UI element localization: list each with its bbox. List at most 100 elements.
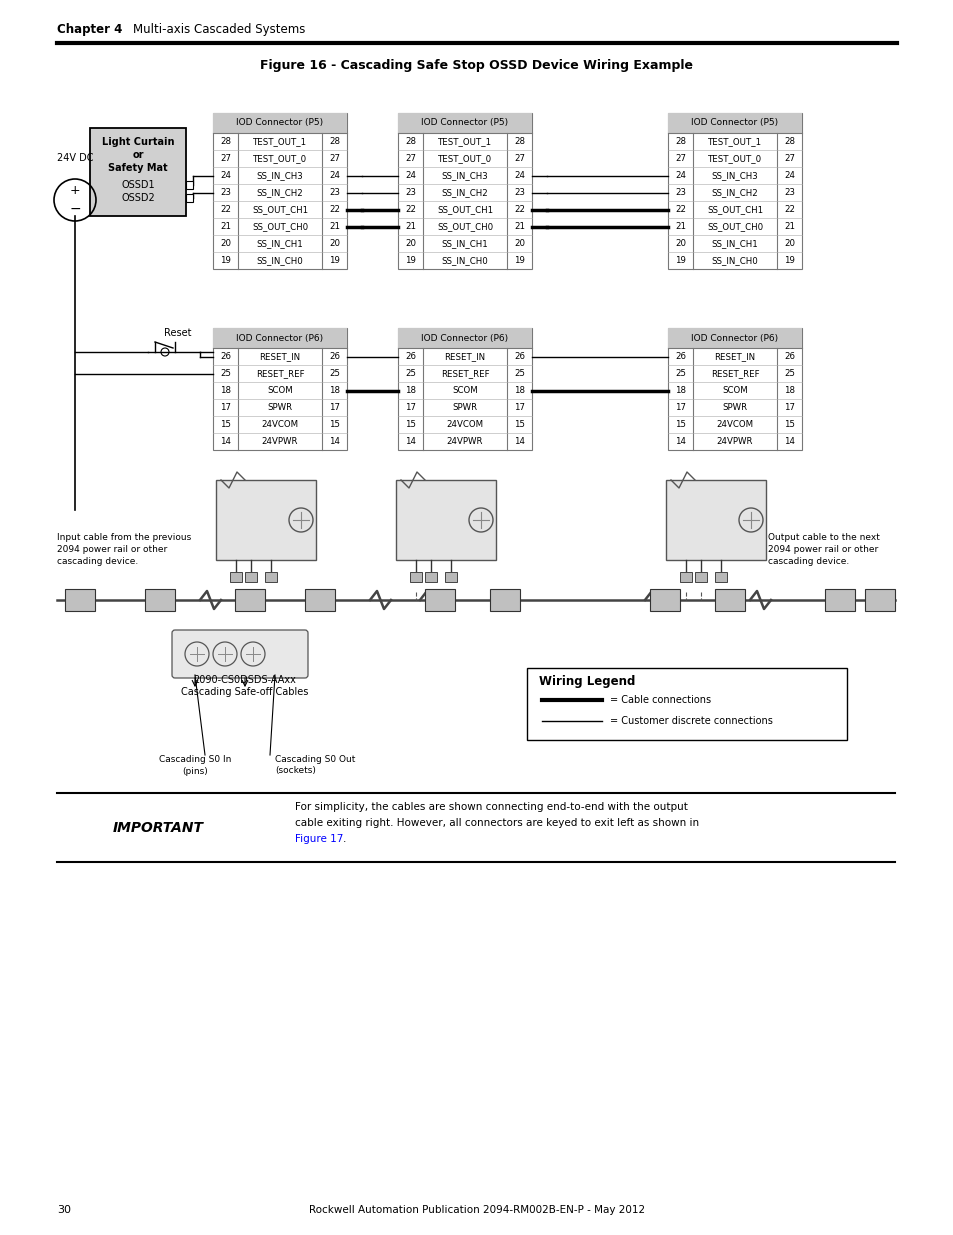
Text: 21: 21 (514, 222, 524, 231)
Text: SS_IN_CH2: SS_IN_CH2 (441, 188, 488, 198)
Bar (213, 112, 347, 133)
Text: SCOM: SCOM (267, 387, 293, 395)
Text: SCOM: SCOM (452, 387, 477, 395)
Text: 21: 21 (220, 222, 231, 231)
Text: 24: 24 (675, 170, 685, 180)
Text: SCOM: SCOM (721, 387, 747, 395)
Text: 15: 15 (329, 420, 339, 429)
Text: Output cable to the next: Output cable to the next (767, 532, 879, 541)
Text: SPWR: SPWR (267, 403, 293, 412)
Text: SPWR: SPWR (452, 403, 477, 412)
Text: RESET_REF: RESET_REF (255, 369, 304, 378)
Text: 24VPWR: 24VPWR (716, 437, 753, 446)
Bar (695, 572, 706, 582)
Text: 25: 25 (514, 369, 524, 378)
Bar (213, 329, 347, 348)
Text: 26: 26 (783, 352, 794, 361)
Text: IOD Connector (P5): IOD Connector (P5) (691, 119, 778, 127)
Text: 20: 20 (220, 240, 231, 248)
Text: 23: 23 (329, 188, 339, 198)
Text: 25: 25 (783, 369, 794, 378)
Bar (667, 329, 801, 450)
Text: 27: 27 (220, 154, 231, 163)
Text: RESET_IN: RESET_IN (444, 352, 485, 361)
Bar (213, 329, 347, 450)
Text: 28: 28 (675, 137, 685, 146)
Text: TEST_OUT_0: TEST_OUT_0 (707, 154, 761, 163)
Text: SS_IN_CH2: SS_IN_CH2 (256, 188, 303, 198)
Text: IOD Connector (P5): IOD Connector (P5) (236, 119, 323, 127)
Text: cascading device.: cascading device. (57, 557, 138, 566)
Text: SS_IN_CH1: SS_IN_CH1 (441, 240, 488, 248)
Text: 21: 21 (405, 222, 416, 231)
Text: For simplicity, the cables are shown connecting end-to-end with the output: For simplicity, the cables are shown con… (294, 802, 687, 811)
Text: 22: 22 (220, 205, 231, 214)
Text: RESET_REF: RESET_REF (710, 369, 759, 378)
Text: 22: 22 (405, 205, 416, 214)
Text: 24VPWR: 24VPWR (261, 437, 298, 446)
Text: 21: 21 (329, 222, 339, 231)
Text: RESET_REF: RESET_REF (440, 369, 489, 378)
Text: 28: 28 (405, 137, 416, 146)
Text: 21: 21 (675, 222, 685, 231)
Text: 28: 28 (329, 137, 339, 146)
Text: 17: 17 (405, 403, 416, 412)
FancyBboxPatch shape (864, 589, 894, 611)
Text: 15: 15 (675, 420, 685, 429)
Text: 17: 17 (329, 403, 339, 412)
Text: Rockwell Automation Publication 2094-RM002B-EN-P - May 2012: Rockwell Automation Publication 2094-RM0… (309, 1205, 644, 1215)
Text: OSSD2: OSSD2 (121, 193, 154, 203)
Text: 25: 25 (675, 369, 685, 378)
Text: SS_IN_CH0: SS_IN_CH0 (711, 256, 758, 266)
Text: 26: 26 (405, 352, 416, 361)
Text: 27: 27 (675, 154, 685, 163)
Text: SS_IN_CH3: SS_IN_CH3 (256, 170, 303, 180)
Text: 24VCOM: 24VCOM (716, 420, 753, 429)
Text: SS_OUT_CH0: SS_OUT_CH0 (706, 222, 762, 231)
Text: 14: 14 (675, 437, 685, 446)
Text: TEST_OUT_0: TEST_OUT_0 (253, 154, 307, 163)
Text: 27: 27 (514, 154, 524, 163)
Text: 24: 24 (514, 170, 524, 180)
Bar (667, 112, 801, 133)
Text: 19: 19 (329, 256, 339, 266)
Text: 24VCOM: 24VCOM (446, 420, 483, 429)
Text: SS_OUT_CH1: SS_OUT_CH1 (252, 205, 308, 214)
Text: or: or (132, 149, 144, 161)
Text: Chapter 4: Chapter 4 (57, 23, 122, 37)
Text: 24VPWR: 24VPWR (446, 437, 483, 446)
Text: SPWR: SPWR (721, 403, 747, 412)
Text: 20: 20 (675, 240, 685, 248)
Text: 21: 21 (783, 222, 794, 231)
Text: cascading device.: cascading device. (767, 557, 848, 566)
Text: 15: 15 (220, 420, 231, 429)
Text: 19: 19 (405, 256, 416, 266)
Text: SS_IN_CH0: SS_IN_CH0 (441, 256, 488, 266)
Text: 27: 27 (329, 154, 339, 163)
Text: 15: 15 (405, 420, 416, 429)
Text: 22: 22 (514, 205, 524, 214)
Text: Multi-axis Cascaded Systems: Multi-axis Cascaded Systems (132, 23, 305, 37)
FancyBboxPatch shape (234, 589, 265, 611)
Text: SS_IN_CH3: SS_IN_CH3 (711, 170, 758, 180)
Text: TEST_OUT_1: TEST_OUT_1 (253, 137, 307, 146)
Text: RESET_IN: RESET_IN (259, 352, 300, 361)
Bar (410, 572, 421, 582)
Text: SS_IN_CH1: SS_IN_CH1 (711, 240, 758, 248)
Text: Figure 17: Figure 17 (294, 834, 343, 844)
FancyBboxPatch shape (824, 589, 854, 611)
Text: 26: 26 (220, 352, 231, 361)
FancyBboxPatch shape (424, 589, 455, 611)
Text: 14: 14 (405, 437, 416, 446)
Bar (444, 572, 456, 582)
Text: 28: 28 (220, 137, 231, 146)
Text: 14: 14 (783, 437, 794, 446)
Text: 15: 15 (514, 420, 524, 429)
Text: 30: 30 (57, 1205, 71, 1215)
Bar (665, 480, 765, 559)
Text: 18: 18 (675, 387, 685, 395)
Text: 28: 28 (514, 137, 524, 146)
Bar (714, 572, 726, 582)
Text: = Customer discrete connections: = Customer discrete connections (609, 716, 772, 726)
Text: 14: 14 (329, 437, 339, 446)
